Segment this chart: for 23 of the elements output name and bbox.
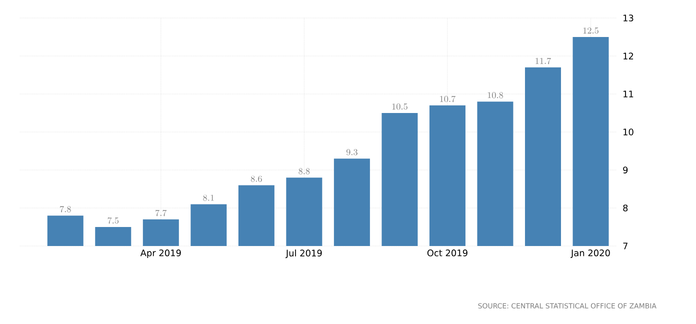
data-label: 10.7: [440, 96, 456, 102]
y-tick-label: 11: [624, 90, 634, 98]
y-tick-label: 9: [623, 166, 628, 174]
data-label: 8. 1: [203, 194, 214, 201]
data-label: 8.8: [298, 168, 310, 174]
data-label: 8.6: [250, 176, 262, 182]
x-tick-label: Apr 2019: [140, 250, 181, 258]
data-label: 10.5: [392, 104, 408, 110]
data-label: 11 .7: [536, 58, 552, 64]
data-label: 7.5: [108, 217, 119, 224]
data-label: 7.8: [60, 206, 71, 212]
y-tick-label: 10: [624, 128, 634, 136]
y-tick-label: 8: [623, 204, 628, 212]
x-tick-label: Jan 2020: [570, 250, 610, 258]
data-label: 12.5: [583, 28, 598, 34]
y-tick-label: 7: [623, 242, 628, 250]
data-label: 10.8: [488, 92, 504, 98]
x-tick-label: Jul 2019: [285, 250, 322, 258]
data-label: 7.7: [156, 210, 167, 216]
data-label: 9.3: [346, 149, 358, 156]
y-tick-label: 13: [624, 14, 634, 22]
y-tick-label: 12: [624, 52, 634, 60]
x-tick-label: Oct 2019: [427, 250, 468, 256]
